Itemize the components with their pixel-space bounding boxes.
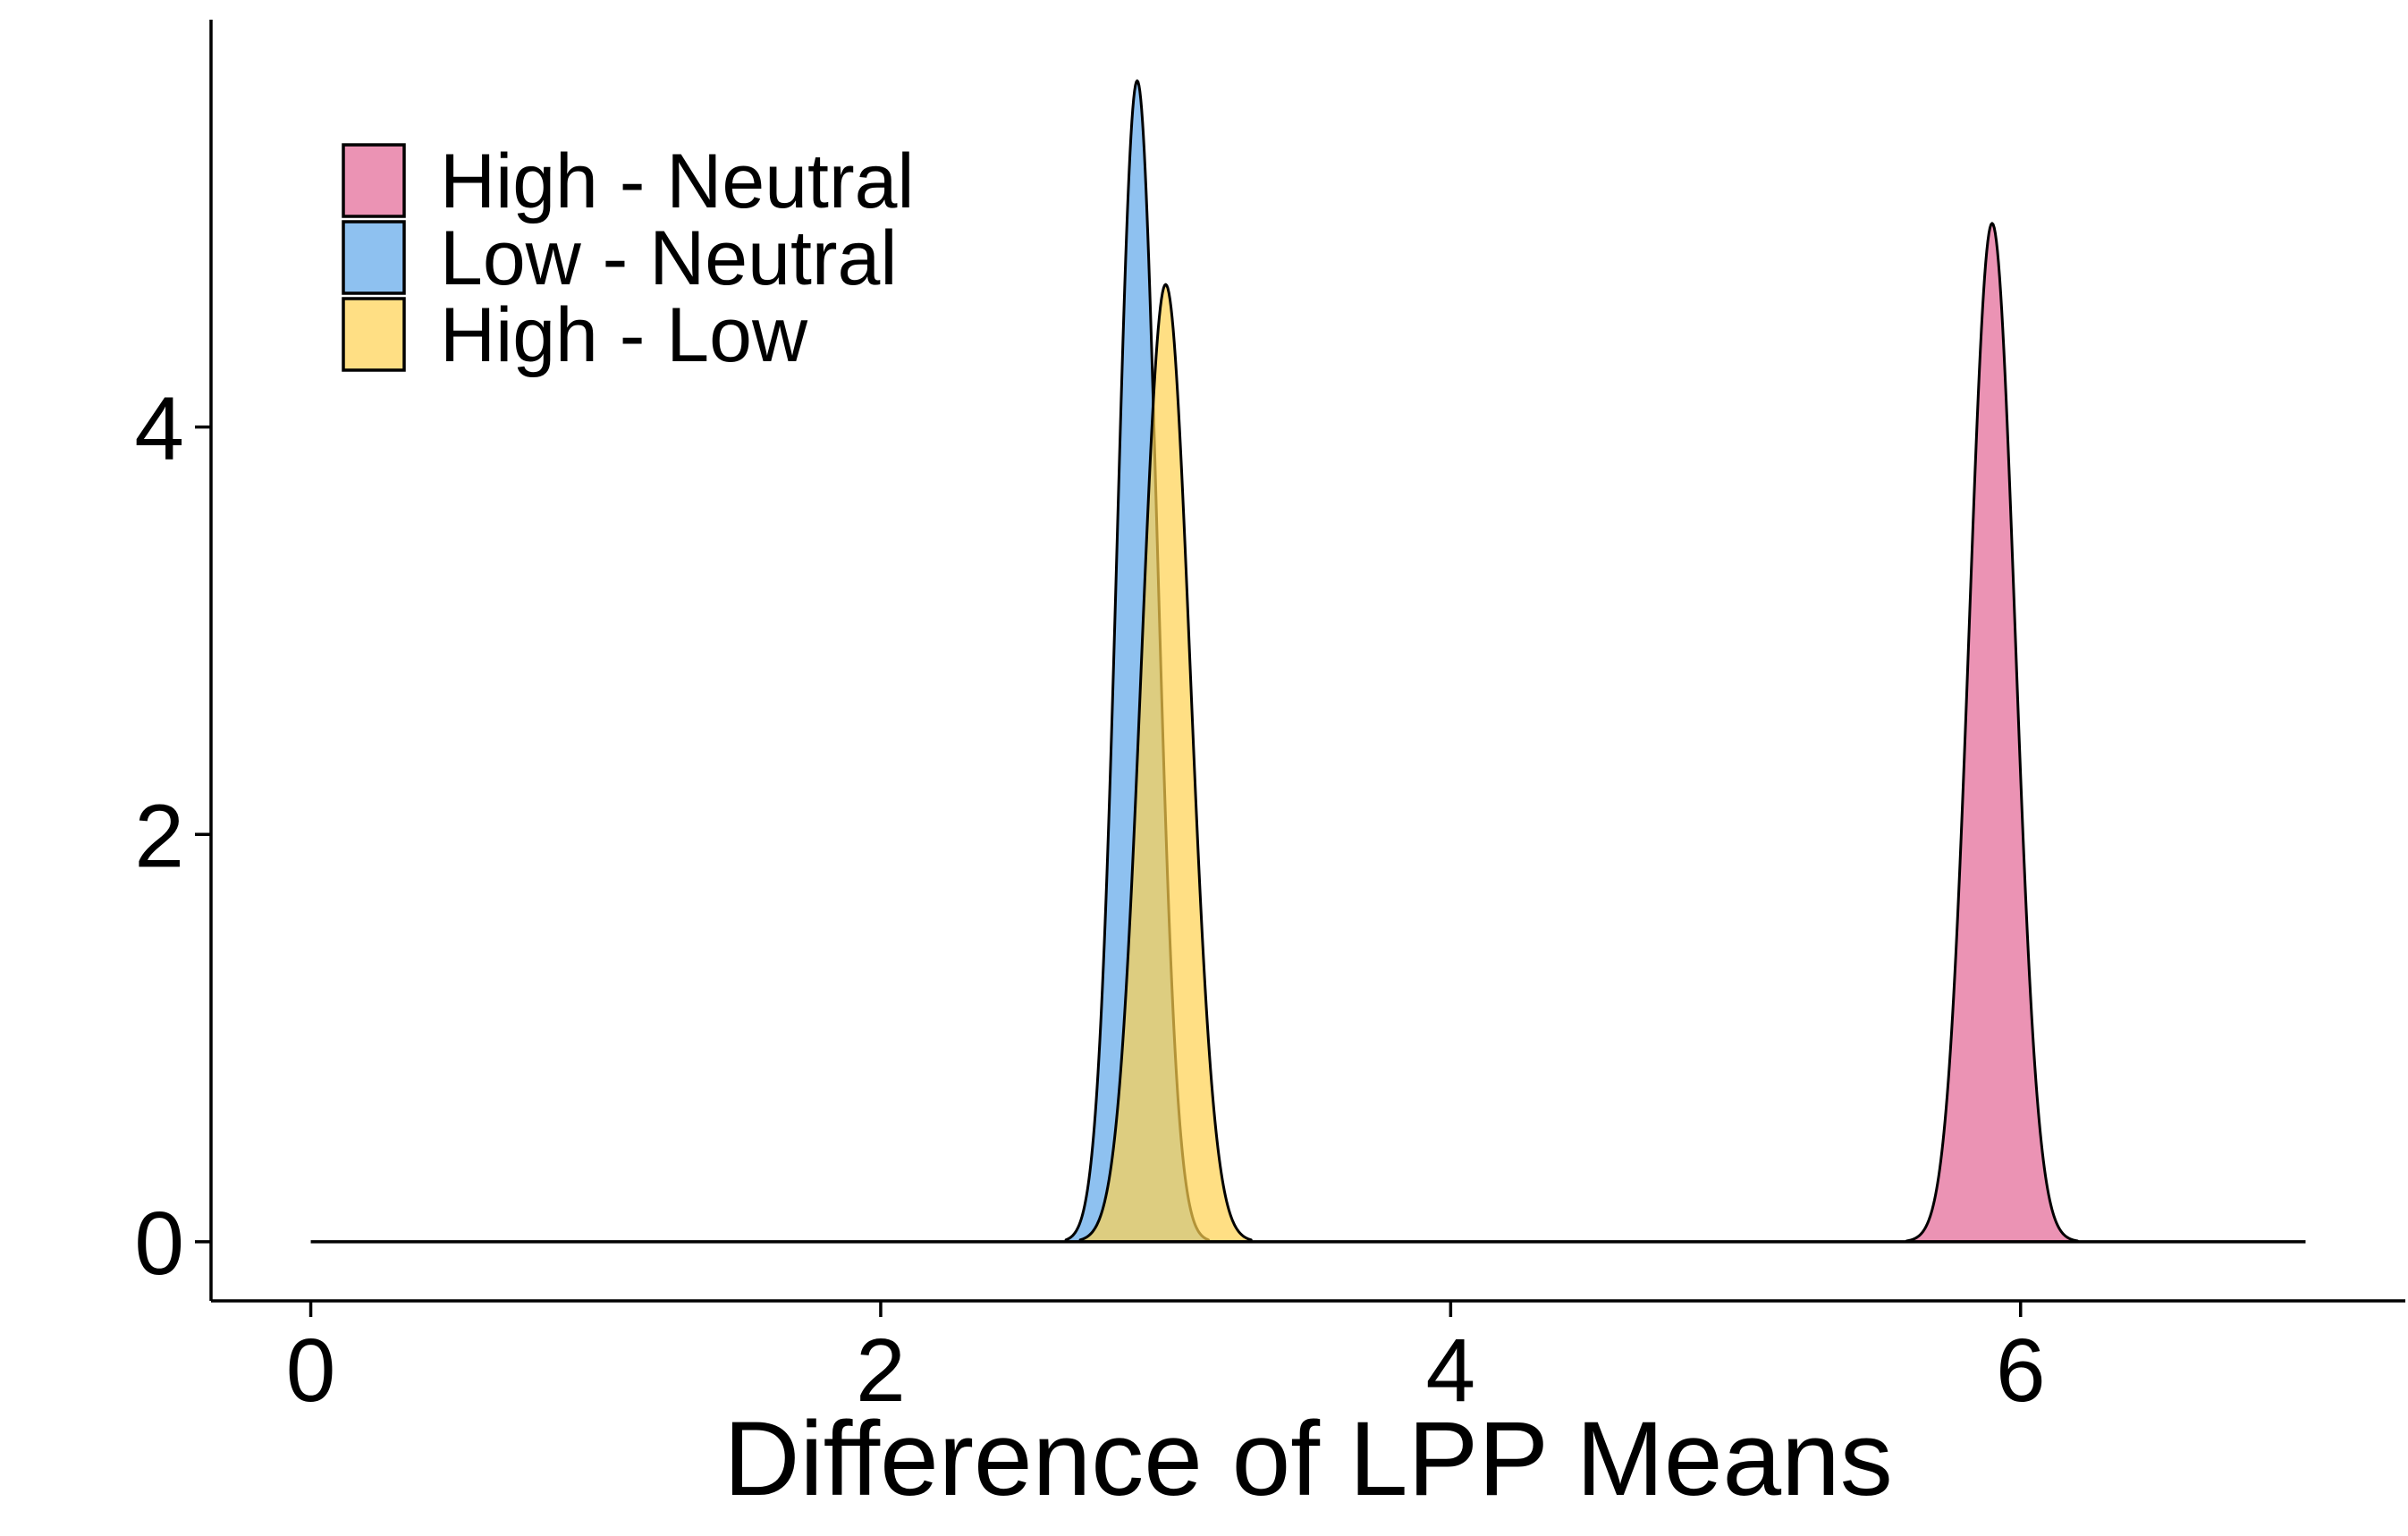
- y-tick-label: 4: [134, 379, 184, 479]
- x-tick-label: 2: [856, 1321, 906, 1421]
- legend-label: High - Neutral: [440, 139, 915, 224]
- legend-key: [342, 143, 406, 218]
- legend-label: High - Low: [440, 292, 808, 378]
- x-tick-label: 0: [286, 1321, 336, 1421]
- x-axis-title: Difference of LPP Means: [723, 1400, 1893, 1518]
- density-curve-high-low: [1078, 283, 1253, 1244]
- x-axis-ticks: 0 2 4 6: [286, 1301, 2046, 1421]
- legend-label: Low - Neutral: [440, 215, 897, 301]
- y-tick-label: 0: [134, 1194, 184, 1294]
- density-series-layer: [1064, 79, 2079, 1244]
- x-tick-label: 6: [1996, 1321, 2046, 1421]
- legend-key: [342, 220, 406, 295]
- x-tick-label: 4: [1426, 1321, 1476, 1421]
- y-tick-label: 2: [134, 786, 184, 886]
- axes: 0 2 4 6 0 2 4: [134, 20, 2405, 1421]
- legend-key: [342, 297, 406, 372]
- y-axis-ticks: 0 2 4: [134, 379, 211, 1294]
- density-curve-high-neutral: [1905, 222, 2079, 1244]
